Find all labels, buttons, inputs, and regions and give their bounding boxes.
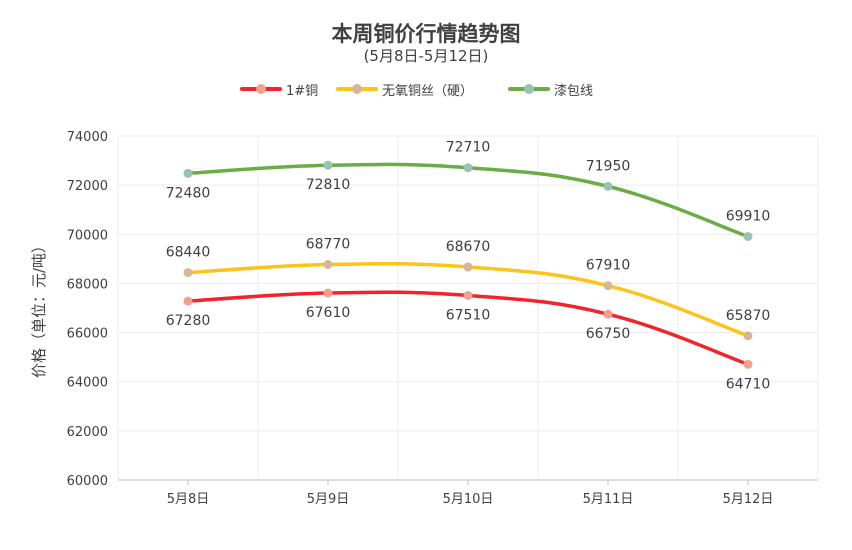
data-label: 67280 — [166, 313, 211, 329]
y-tick-label: 74000 — [67, 130, 108, 145]
data-point — [743, 231, 753, 241]
data-label: 71950 — [586, 158, 631, 174]
data-point — [463, 163, 473, 173]
chart-subtitle: (5月8日-5月12日) — [363, 47, 489, 65]
legend-item-series-2[interactable]: 无氧铜丝（硬） — [336, 78, 473, 100]
data-label: 69910 — [726, 208, 771, 224]
y-axis-label: 价格（单位：元/吨） — [30, 238, 48, 378]
data-label: 68770 — [306, 237, 351, 253]
x-tick-label: 5月8日 — [167, 492, 210, 507]
legend-label-series-3: 漆包线 — [554, 83, 594, 99]
data-point — [323, 160, 333, 170]
data-point — [323, 288, 333, 298]
y-tick-label: 68000 — [67, 277, 108, 292]
legend-swatch-series-2 — [336, 78, 378, 100]
data-point — [603, 181, 613, 191]
data-point — [323, 260, 333, 270]
y-tick-label: 66000 — [67, 327, 108, 342]
data-label: 65870 — [726, 308, 771, 324]
data-label: 64710 — [726, 376, 771, 392]
y-tick-label: 60000 — [67, 474, 108, 489]
legend-swatch-series-1 — [240, 78, 282, 100]
y-tick-label: 62000 — [67, 425, 108, 440]
legend-item-series-3[interactable]: 漆包线 — [508, 78, 593, 100]
legend-item-series-1[interactable]: 1#铜 — [240, 78, 318, 100]
data-label: 68670 — [446, 239, 491, 255]
x-tick-label: 5月9日 — [307, 492, 350, 507]
legend-label-series-2: 无氧铜丝（硬） — [382, 83, 474, 99]
data-label: 72710 — [446, 140, 491, 156]
data-label: 67910 — [586, 258, 631, 274]
legend-swatch-series-3 — [508, 78, 550, 100]
data-label: 68440 — [166, 245, 211, 261]
data-point — [463, 262, 473, 272]
data-point — [183, 268, 193, 278]
y-tick-label: 70000 — [67, 228, 108, 243]
data-point — [603, 309, 613, 319]
chart-title: 本周铜价行情趋势图 — [331, 22, 521, 46]
data-point — [603, 281, 613, 291]
x-tick-label: 5月10日 — [443, 492, 494, 507]
x-tick-label: 5月12日 — [723, 492, 774, 507]
series-line-3 — [186, 162, 750, 239]
data-point — [743, 331, 753, 341]
y-tick-label: 64000 — [67, 376, 108, 391]
data-point — [183, 296, 193, 306]
data-point — [743, 359, 753, 369]
legend-label-series-1: 1#铜 — [286, 83, 319, 99]
data-label: 72810 — [306, 177, 351, 193]
data-point — [463, 290, 473, 300]
data-label: 66750 — [586, 326, 631, 342]
data-label: 72480 — [166, 185, 211, 201]
y-tick-label: 72000 — [67, 179, 108, 194]
data-label: 67510 — [446, 307, 491, 323]
data-point — [183, 168, 193, 178]
legend: 1#铜 无氧铜丝（硬） 漆包线 — [0, 78, 852, 100]
data-label: 67610 — [306, 305, 351, 321]
x-tick-label: 5月11日 — [583, 492, 634, 507]
